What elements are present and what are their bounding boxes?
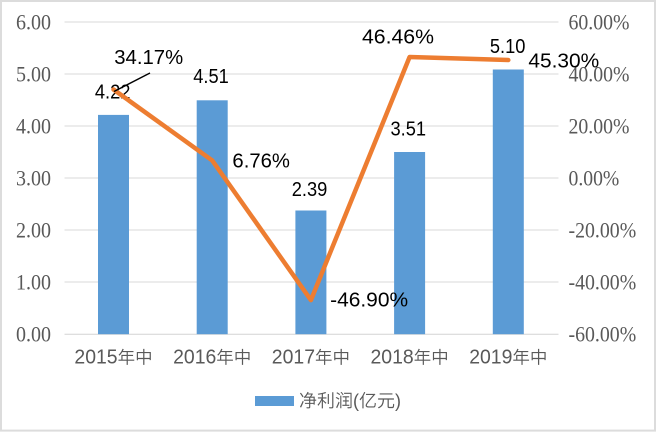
svg-text:-60.00%: -60.00% [569, 321, 637, 346]
svg-text:): ) [395, 391, 401, 411]
svg-text:5.00: 5.00 [16, 61, 51, 86]
svg-text:0.00: 0.00 [16, 321, 51, 346]
svg-text:(: ( [353, 391, 359, 411]
svg-text:40.00%: 40.00% [569, 61, 630, 86]
svg-text:0.00%: 0.00% [569, 165, 620, 190]
svg-text:4.00: 4.00 [16, 113, 51, 138]
svg-text:34.17%: 34.17% [114, 47, 183, 69]
svg-text:2.00: 2.00 [16, 217, 51, 242]
svg-text:6.76%: 6.76% [232, 151, 290, 173]
svg-text:60.00%: 60.00% [569, 9, 630, 34]
svg-text:2.39: 2.39 [292, 179, 328, 201]
svg-text:2017: 2017 [272, 347, 315, 369]
svg-text:3.51: 3.51 [391, 119, 427, 141]
svg-text:2018: 2018 [371, 347, 414, 369]
svg-text:1.00: 1.00 [16, 269, 51, 294]
svg-text:2019: 2019 [469, 347, 512, 369]
svg-text:2015: 2015 [74, 347, 117, 369]
svg-text:-40.00%: -40.00% [569, 269, 637, 294]
svg-text:5.10: 5.10 [490, 36, 526, 58]
svg-text:3.00: 3.00 [16, 165, 51, 190]
svg-text:20.00%: 20.00% [569, 113, 630, 138]
svg-text:-46.90%: -46.90% [330, 290, 408, 312]
svg-text:6.00: 6.00 [16, 9, 51, 34]
svg-text:-20.00%: -20.00% [569, 217, 637, 242]
svg-text:45.30%: 45.30% [528, 51, 599, 73]
svg-text:2016: 2016 [173, 347, 216, 369]
svg-text:46.46%: 46.46% [362, 27, 434, 49]
svg-text:4.51: 4.51 [193, 66, 229, 88]
